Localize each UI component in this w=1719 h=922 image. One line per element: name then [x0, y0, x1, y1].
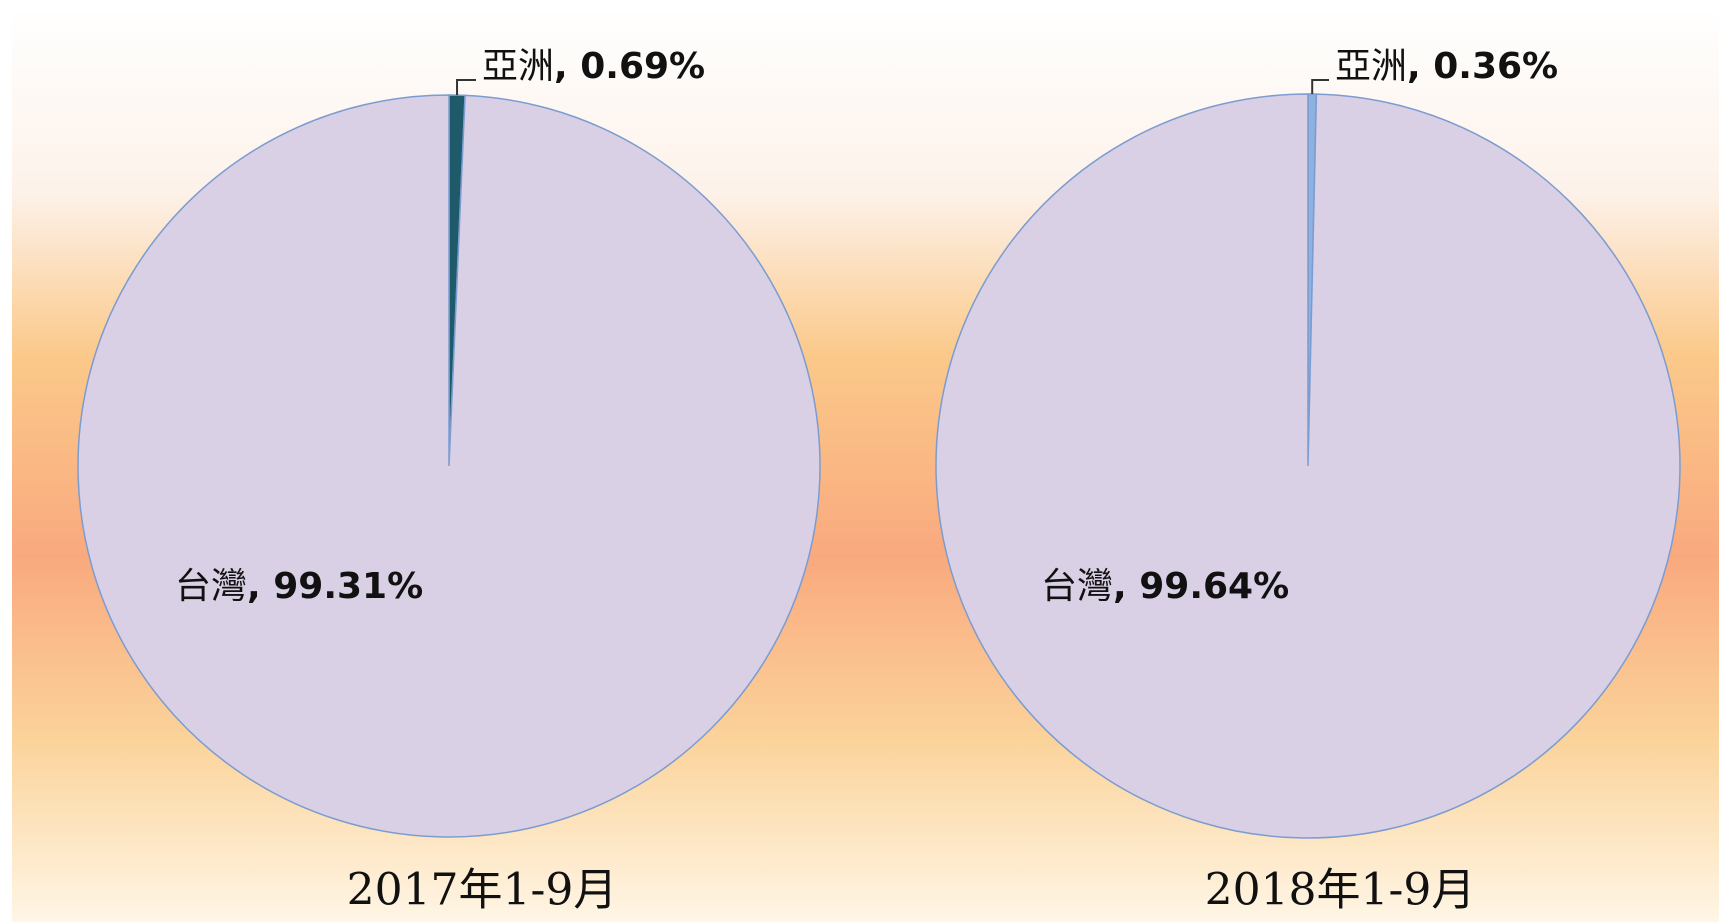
separator: , [1407, 46, 1433, 87]
leader-line [1311, 79, 1329, 95]
separator: , [1113, 566, 1139, 607]
data-label: 台灣, 99.64% [1041, 566, 1289, 607]
chart-title: 2018年1-9月 [1205, 865, 1476, 916]
value-label: 99.31% [273, 566, 423, 607]
separator: , [554, 46, 580, 87]
pie-slice [77, 94, 821, 838]
data-label: 亞洲, 0.36% [1335, 46, 1558, 87]
data-label: 台灣, 99.31% [175, 566, 423, 607]
value-label: 0.69% [580, 46, 705, 87]
chart-title: 2017年1-9月 [347, 865, 618, 916]
category-name: 台灣 [1041, 566, 1113, 607]
category-name: 台灣 [175, 566, 247, 607]
data-label: 亞洲, 0.69% [482, 46, 705, 87]
category-name: 亞洲 [482, 46, 554, 87]
value-label: 99.64% [1139, 566, 1289, 607]
separator: , [247, 566, 273, 607]
leader-line [456, 79, 476, 96]
category-name: 亞洲 [1335, 46, 1407, 87]
value-label: 0.36% [1433, 46, 1558, 87]
pie-slice [935, 93, 1681, 839]
